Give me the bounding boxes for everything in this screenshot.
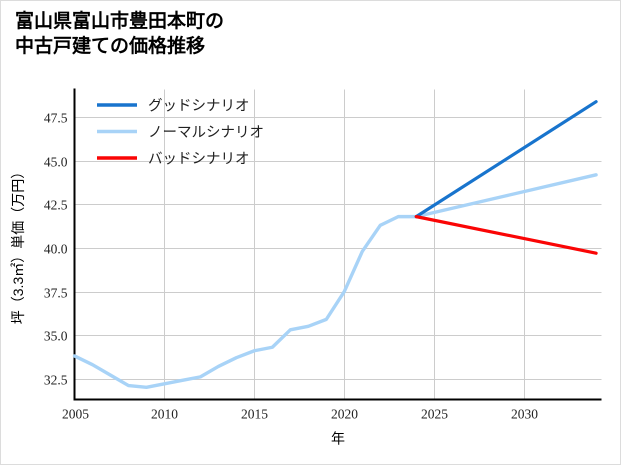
x-tick-label: 2025 (421, 407, 448, 422)
gridlines-group (74, 89, 602, 400)
x-tick-label: 2020 (331, 407, 358, 422)
y-tick-labels-group: 32.5 35.0 37.5 40.0 42.5 45.0 47.5 (44, 111, 68, 388)
legend-label: グッドシナリオ (148, 98, 250, 115)
legend-item[interactable]: グッドシナリオ (97, 98, 250, 115)
axis-lines-group (73, 88, 602, 401)
x-tick-labels-group: 2005 2010 2015 2020 2025 2030 (62, 407, 538, 422)
x-tick-label: 2030 (511, 407, 538, 422)
series-line-normal (72, 173, 598, 390)
axis-titles-group: 年 坪（3.3㎡）単価（万円） (10, 165, 345, 447)
y-tick-label: 37.5 (44, 286, 68, 301)
y-tick-label: 32.5 (44, 373, 68, 388)
y-tick-label: 47.5 (44, 111, 68, 126)
x-axis-title: 年 (331, 431, 345, 447)
y-tick-label: 42.5 (44, 198, 68, 213)
page-title: 富山県富山市豊田本町の 中古戸建ての価格推移 (15, 11, 225, 58)
series-group (72, 100, 598, 390)
legend-label: バッドシナリオ (148, 152, 250, 168)
y-tick-label: 40.0 (44, 242, 68, 257)
series-line-good (414, 100, 598, 219)
x-tick-label: 2015 (241, 407, 268, 422)
x-tick-label: 2010 (151, 407, 178, 422)
y-tick-label: 45.0 (44, 155, 68, 170)
legend-label: ノーマルシナリオ (148, 125, 264, 141)
y-tick-label: 35.0 (44, 329, 68, 344)
legend-item[interactable]: ノーマルシナリオ (97, 125, 264, 141)
y-axis-title: 坪（3.3㎡）単価（万円） (10, 165, 26, 324)
x-tick-label: 2005 (62, 407, 89, 422)
legend-item[interactable]: バッドシナリオ (97, 152, 250, 168)
series-line-bad (414, 215, 598, 255)
